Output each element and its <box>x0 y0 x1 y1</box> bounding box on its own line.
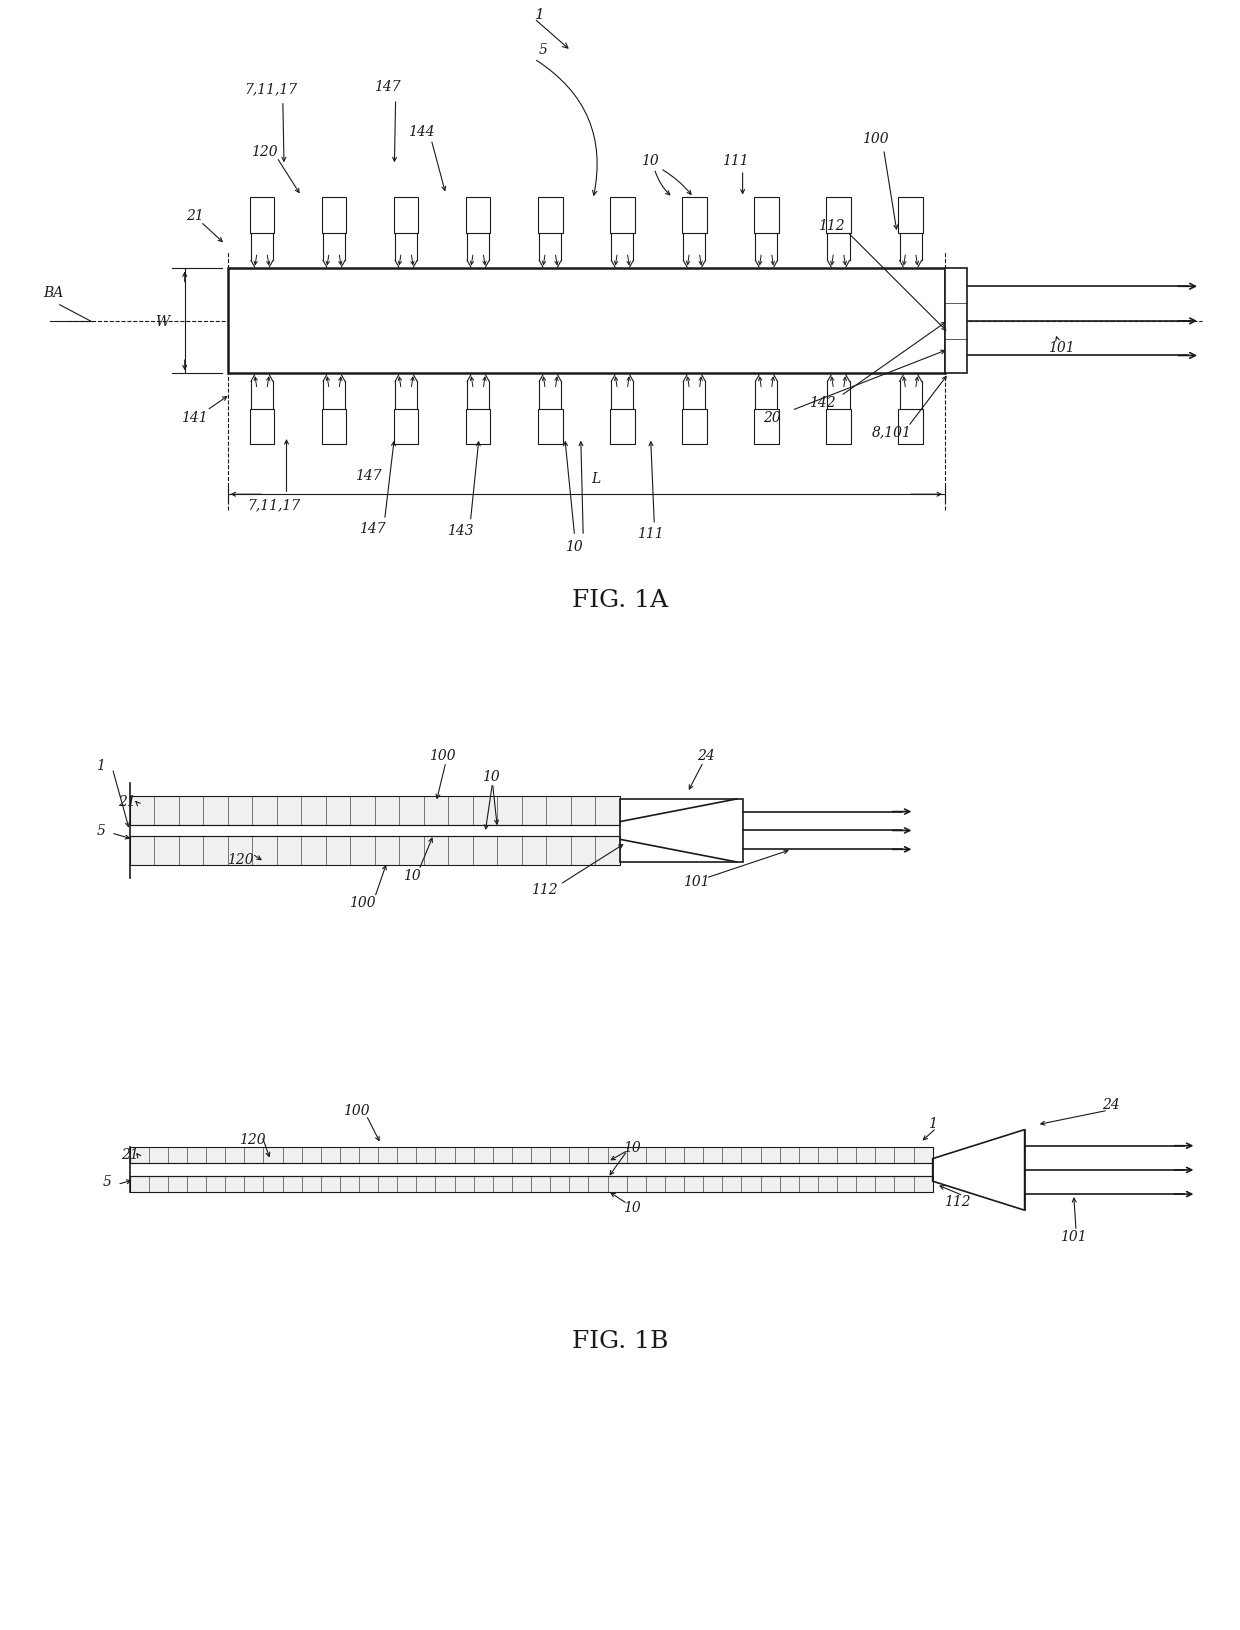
Bar <box>466 199 491 233</box>
Text: FIG. 1A: FIG. 1A <box>572 588 668 611</box>
Text: FIG. 1B: FIG. 1B <box>572 1330 668 1353</box>
Bar <box>610 409 635 445</box>
Text: 147: 147 <box>356 468 382 482</box>
Bar <box>129 797 620 825</box>
Text: 101: 101 <box>1060 1229 1087 1244</box>
Text: 120: 120 <box>227 852 253 866</box>
Text: 141: 141 <box>181 411 208 424</box>
Bar <box>538 409 563 445</box>
Text: 100: 100 <box>862 132 888 145</box>
Text: BA: BA <box>43 285 63 300</box>
Text: 5: 5 <box>97 823 105 838</box>
Text: 100: 100 <box>350 895 376 910</box>
Text: 112: 112 <box>817 218 844 233</box>
Text: 8,101: 8,101 <box>872 425 913 438</box>
Bar <box>682 199 707 233</box>
Text: 1: 1 <box>929 1117 937 1131</box>
Bar <box>826 409 851 445</box>
Text: 10: 10 <box>403 869 420 882</box>
Text: 120: 120 <box>239 1133 265 1146</box>
Bar <box>620 799 743 862</box>
Text: 21: 21 <box>118 794 136 808</box>
Text: 10: 10 <box>624 1200 641 1214</box>
Text: 7,11,17: 7,11,17 <box>244 82 298 96</box>
Text: 112: 112 <box>944 1193 971 1208</box>
Text: 144: 144 <box>408 126 435 139</box>
Bar <box>538 199 563 233</box>
Bar <box>129 1148 932 1164</box>
Bar <box>249 409 274 445</box>
Text: 10: 10 <box>564 540 583 554</box>
Bar <box>898 199 923 233</box>
Bar <box>228 269 945 373</box>
Text: 10: 10 <box>641 155 658 168</box>
Text: 5: 5 <box>103 1175 112 1188</box>
Bar <box>898 409 923 445</box>
Text: 142: 142 <box>808 396 836 411</box>
Text: 111: 111 <box>637 526 663 541</box>
Bar <box>249 199 274 233</box>
Text: 101: 101 <box>683 875 709 888</box>
Text: 24: 24 <box>697 750 714 763</box>
Text: 24: 24 <box>1101 1097 1120 1112</box>
Bar <box>129 1177 932 1193</box>
Text: 101: 101 <box>1048 341 1075 355</box>
Text: 143: 143 <box>448 523 474 538</box>
Text: 120: 120 <box>252 145 278 158</box>
Text: 7,11,17: 7,11,17 <box>248 497 301 512</box>
Text: 20: 20 <box>763 411 781 424</box>
Text: 100: 100 <box>343 1104 370 1118</box>
Bar <box>394 409 418 445</box>
Text: 10: 10 <box>482 769 500 784</box>
Bar <box>682 409 707 445</box>
Bar <box>754 199 779 233</box>
Bar <box>945 269 967 373</box>
Text: 1: 1 <box>536 8 546 21</box>
Text: 21: 21 <box>120 1148 139 1161</box>
Bar <box>129 836 620 866</box>
Text: 147: 147 <box>360 522 386 536</box>
Bar <box>322 409 346 445</box>
Bar <box>610 199 635 233</box>
Text: L: L <box>590 471 600 486</box>
Text: W: W <box>155 315 170 329</box>
Text: 112: 112 <box>531 883 557 896</box>
Bar <box>826 199 851 233</box>
Polygon shape <box>932 1130 1024 1211</box>
Text: 111: 111 <box>722 155 749 168</box>
Bar <box>466 409 491 445</box>
Bar <box>394 199 418 233</box>
Text: 10: 10 <box>624 1141 641 1154</box>
Text: 100: 100 <box>429 750 455 763</box>
Text: 21: 21 <box>186 209 203 223</box>
Bar <box>754 409 779 445</box>
Bar <box>322 199 346 233</box>
Text: 147: 147 <box>373 80 401 95</box>
Text: 5: 5 <box>538 42 547 57</box>
Text: 1: 1 <box>95 758 104 773</box>
